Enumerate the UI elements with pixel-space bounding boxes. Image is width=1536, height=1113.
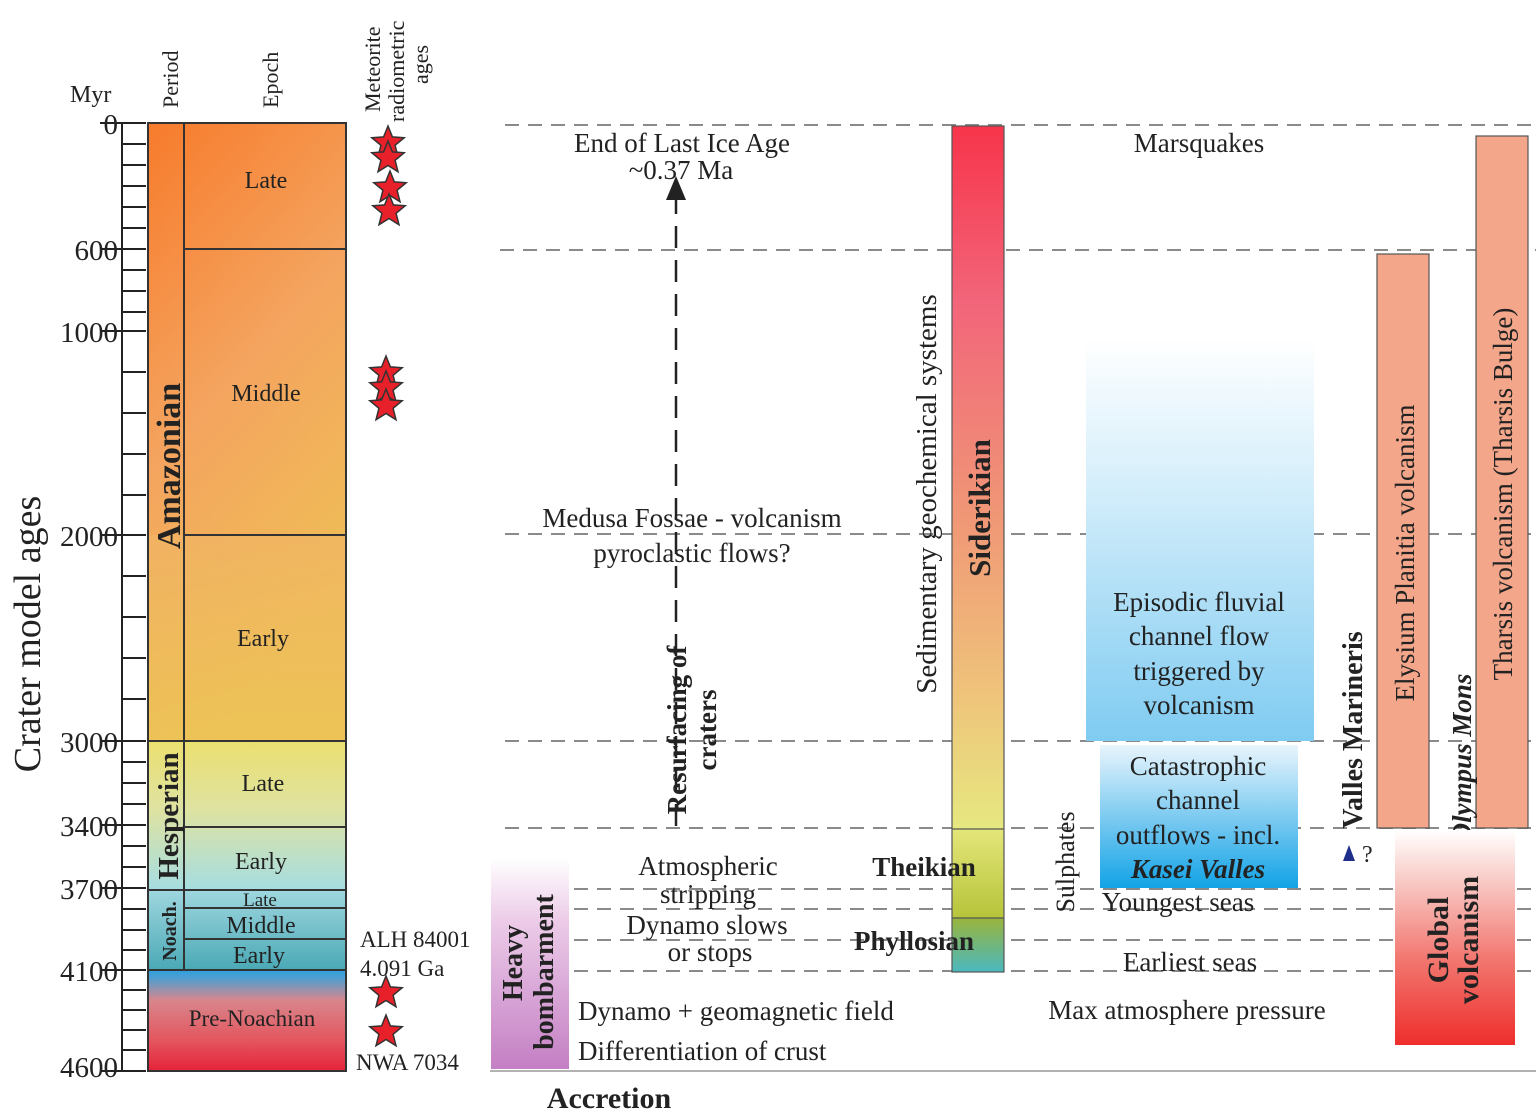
cata-label-2: channel [1156, 785, 1240, 815]
elysium-bar [1376, 253, 1430, 829]
global-volcanism-bar [1395, 830, 1515, 1045]
period-pre-noachian: Pre-Noachian [189, 1006, 316, 1031]
axis-title: Crater model ages [7, 496, 49, 772]
tick-label-600: 600 [75, 235, 119, 267]
global-volcanism-label-2: volcanism [1452, 876, 1485, 1004]
tick-label-1000: 1000 [60, 317, 118, 349]
tick-label-3000: 3000 [60, 727, 118, 759]
valles-marineris-label: Valles Marineris [1338, 631, 1369, 828]
period-hesperian: Hesperian [153, 752, 185, 879]
fluvial-label-3: triggered by [1133, 656, 1265, 686]
axis-unit-label: Myr [70, 82, 111, 108]
header-meteorite-1: Meteorite [360, 26, 385, 112]
stratigraphic-column [147, 122, 347, 1072]
heavy-bombardment-bar [491, 858, 569, 1069]
catastrophic-outflow-bar [1100, 745, 1298, 888]
atmo-label-2: stripping [660, 879, 756, 909]
fluvial-label-1: Episodic fluvial [1113, 587, 1285, 617]
header-epoch: Epoch [258, 52, 283, 108]
tick-label-4100: 4100 [60, 956, 118, 988]
tick-label-4600: 4600 [60, 1052, 118, 1084]
fluvial-label-2: channel flow [1129, 621, 1270, 651]
earliest-seas-label: Earliest seas [1123, 947, 1257, 977]
meteorite-nwa-name: NWA 7034 [356, 1050, 459, 1075]
valles-question: ? [1362, 842, 1373, 868]
noachian-block [148, 890, 346, 970]
theikian-label: Theikian [872, 852, 976, 882]
header-meteorite-3: ages [408, 45, 433, 84]
youngest-seas-label: Youngest seas [1102, 887, 1255, 917]
theikian-bar [952, 829, 1004, 918]
medusa-label-2: pyroclastic flows? [593, 538, 790, 568]
siderikian-bar [952, 126, 1004, 829]
tharsis-bar [1475, 135, 1529, 829]
elysium-label: Elysium Planitia volcanism [1390, 405, 1420, 702]
atmo-label-1: Atmospheric [638, 851, 777, 881]
heavy-label-2: bombarment [529, 894, 560, 1050]
differentiation-label: Differentiation of crust [578, 1036, 827, 1066]
dynamo-field-label: Dynamo + geomagnetic field [578, 996, 894, 1026]
pre-noachian-block [148, 970, 346, 1071]
meteorite-star-icon [367, 973, 405, 1009]
header-meteorite-2: radiometric [384, 20, 409, 122]
dynamo-slows-2: or stops [668, 937, 753, 967]
marsquakes-label: Marsquakes [1134, 128, 1264, 158]
amazonian-early-block [148, 535, 346, 741]
siderikian-label: Siderikian [962, 439, 997, 577]
last-ice-age-label: End of Last Ice Age [574, 128, 790, 158]
sulphates-label: Sulphates [1051, 811, 1080, 912]
epoch-noachian-early: Early [233, 943, 285, 969]
tick-label-3400: 3400 [60, 811, 118, 843]
tick-label-3700: 3700 [60, 874, 118, 906]
period-amazonian: Amazonian [151, 383, 188, 549]
geochem-systems-label: Sedimentary geochemical systems [911, 294, 943, 693]
axis-tick-labels: 0 600 1000 2000 3000 3400 3700 4100 4600 [60, 109, 118, 1084]
cata-label-3: outflows - incl. [1116, 820, 1280, 850]
olympus-mons-label: Olympus Mons [1447, 674, 1477, 843]
tick-label-0: 0 [104, 109, 119, 141]
meteorite-star-icon [370, 191, 408, 227]
fluvial-bar [1086, 338, 1314, 741]
resurfacing-arrow-head [666, 176, 686, 200]
accretion-label: Accretion [547, 1082, 672, 1113]
meteorite-alh-name: ALH 84001 [360, 927, 471, 952]
meteorite-stars [367, 123, 409, 1048]
global-volcanism-label-1: Global [1422, 897, 1455, 984]
header-period: Period [158, 51, 183, 108]
meteorite-star-icon [367, 386, 405, 422]
epoch-noachian-late: Late [243, 890, 277, 911]
medusa-label-1: Medusa Fossae - volcanism [542, 503, 841, 533]
dynamo-slows-1: Dynamo slows [626, 910, 787, 940]
resurfacing-label-2: craters [692, 690, 722, 771]
resurfacing-label-1: Resurfacing of [662, 645, 692, 815]
epoch-noachian-middle: Middle [226, 913, 295, 939]
meteorite-star-icon [369, 138, 407, 174]
hesperian-block [148, 741, 346, 890]
tick-label-2000: 2000 [60, 521, 118, 553]
cata-label-4: Kasei Valles [1130, 854, 1265, 884]
epoch-hesperian-early: Early [235, 849, 287, 875]
meteorite-star-icon [367, 1012, 405, 1048]
max-atmosphere-label: Max atmosphere pressure [1048, 995, 1325, 1025]
last-ice-age-value: ~0.37 Ma [629, 155, 734, 185]
phyllosian-label: Phyllosian [854, 926, 974, 956]
heavy-label-1: Heavy [498, 925, 529, 1001]
cata-label-1: Catastrophic [1130, 751, 1266, 781]
epoch-amazonian-early: Early [237, 626, 289, 652]
epoch-hesperian-late: Late [242, 771, 285, 797]
epoch-amazonian-middle: Middle [231, 381, 300, 407]
tharsis-label: Tharsis volcanism (Tharsis Bulge) [1488, 308, 1518, 681]
valles-marker-icon [1343, 845, 1355, 861]
epoch-amazonian-late: Late [245, 168, 288, 194]
fluvial-label-4: volcanism [1144, 690, 1255, 720]
age-axis [100, 122, 146, 1072]
phyllosian-bar [952, 918, 1004, 972]
period-noachian: Noach. [159, 901, 181, 960]
meteorite-alh-age: 4.091 Ga [360, 956, 444, 981]
